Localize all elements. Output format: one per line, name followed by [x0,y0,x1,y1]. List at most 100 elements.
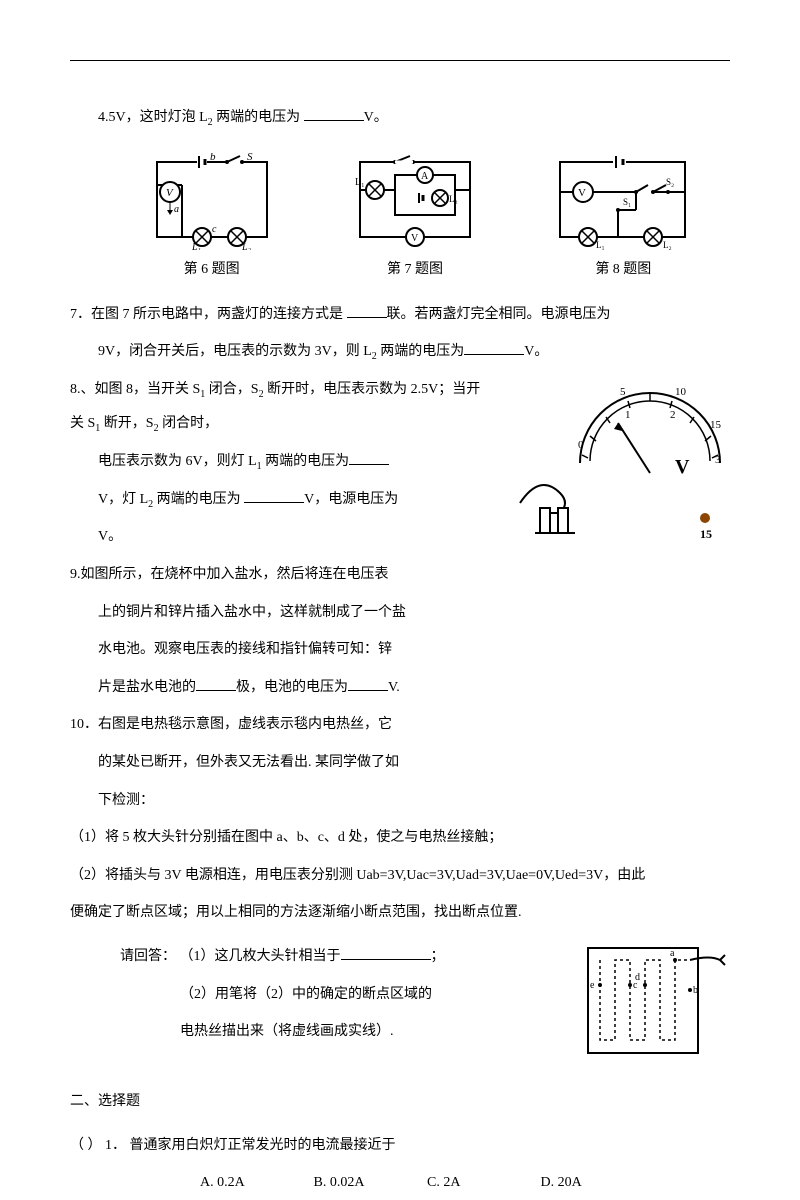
s2-q1-options: A. 0.2A B. 0.02A C. 2A D. 20A [70,1166,730,1200]
qtext: 普通家用白炽灯正常发光时的电流最接近于 [130,1138,396,1153]
t: 闭合，S [205,382,258,397]
qnum: 7． [70,307,91,322]
text: 两端的电压为 [377,344,465,359]
blank [304,107,364,121]
q8-row: 8.、如图 8，当开关 S1 闭合，S2 断开时，电压表示数为 2.5V；当开关… [70,373,730,708]
t: V. [388,680,400,695]
svg-text:15: 15 [700,527,712,541]
text: 在图 7 所示电路中，两盏灯的连接方式是 [91,307,347,322]
svg-text:10: 10 [675,386,687,398]
svg-text:b: b [693,985,698,996]
text: V。 [524,344,548,359]
circuit-6-svg: b S V a L₁ c L₂ [142,150,282,250]
svg-text:L₂: L₂ [449,194,458,204]
t: 如图所示，在烧杯中加入盐水，然后将连在电压表 [81,567,389,582]
text: 两端的电压为 [213,110,304,125]
text: 4.5V，这时灯泡 L [98,110,208,125]
svg-text:5: 5 [620,386,626,398]
q6-tail-line: 4.5V，这时灯泡 L2 两端的电压为 V。 [70,101,730,135]
t: V。 [98,529,122,544]
q9-line4: 片是盐水电池的 极，电池的电压为 V. [70,671,490,705]
blank [244,489,304,503]
svg-text:d: d [635,972,640,983]
q7: 7．在图 7 所示电路中，两盏灯的连接方式是 联。若两盏灯完全相同。电源电压为 … [70,298,730,369]
voltmeter-diagram: 5 10 0 1 2 15 3 V 15 [510,373,730,558]
t: V，灯 L [98,492,148,507]
blank [464,341,524,355]
section-2-title: 二、选择题 [70,1085,730,1119]
svg-text:S₂: S₂ [666,177,674,187]
svg-text:V: V [411,233,419,244]
opt-c: C. 2A [427,1166,537,1200]
svg-text:L₂: L₂ [663,240,672,250]
blank [349,451,389,465]
qnum: 10． [70,717,98,732]
opt-a: A. 0.2A [200,1166,310,1200]
svg-text:3: 3 [715,454,721,466]
t: 电压表示数为 6V，则灯 L [98,454,257,469]
svg-text:L₁: L₁ [596,240,605,250]
q10-line3: 下检测： [70,784,730,818]
diagram-7-label: 第 7 题图 [387,258,443,278]
circuit-8-svg: V S₁ S₂ L₁ L₂ [548,150,698,250]
q10-ans2: （2）用笔将（2）中的确定的断点区域的 [70,978,560,1012]
t: 断开，S [100,416,153,431]
q8-text: 8.、如图 8，当开关 S1 闭合，S2 断开时，电压表示数为 2.5V；当开关… [70,373,490,708]
q10-step3: 便确定了断点区域；用以上相同的方法逐渐缩小断点范围，找出断点位置. [70,896,730,930]
q10-step1: （1）将 5 枚大头针分别插在图中 a、b、c、d 处，使之与电热丝接触； [70,821,730,855]
blank [347,304,387,318]
q10-answer-row: 请回答： （1）这几枚大头针相当于； （2）用笔将（2）中的确定的断点区域的 电… [70,940,730,1060]
qnum: 8.、 [70,382,95,397]
blank [341,946,431,960]
q7-line1: 7．在图 7 所示电路中，两盏灯的连接方式是 联。若两盏灯完全相同。电源电压为 [70,298,730,332]
svg-text:a: a [174,204,179,215]
q10-line1: 10．右图是电热毯示意图，虚线表示毯内电热丝，它 [70,708,730,742]
q8-line1: 8.、如图 8，当开关 S1 闭合，S2 断开时，电压表示数为 2.5V；当开关… [70,373,490,441]
diagram-6-label: 第 6 题图 [184,258,240,278]
blanket-svg: a b c d e [580,940,730,1060]
diagram-6: b S V a L₁ c L₂ 第 6 题图 [142,150,282,278]
t: 两端的电压为 [153,492,244,507]
svg-text:b: b [210,151,216,163]
svg-text:A: A [421,171,429,182]
svg-text:V: V [675,456,690,478]
svg-text:1: 1 [625,409,631,421]
svg-text:15: 15 [710,419,722,431]
opt-b: B. 0.02A [314,1166,424,1200]
voltmeter-svg: 5 10 0 1 2 15 3 V 15 [510,373,730,553]
svg-text:e: e [590,980,595,991]
bracket: （ ） [70,1138,102,1153]
q7-line2: 9V，闭合开关后，电压表的示数为 3V，则 L2 两端的电压为V。 [70,335,730,369]
text: V。 [364,110,388,125]
q10-step2: （2）将插头与 3V 电源相连，用电压表分别测 Uab=3V,Uac=3V,Ua… [70,859,730,893]
q8-line2: 电压表示数为 6V，则灯 L1 两端的电压为 [70,445,490,479]
svg-text:L₂: L₂ [241,242,252,250]
text: 联。若两盏灯完全相同。电源电压为 [387,307,611,322]
svg-text:S: S [247,151,253,163]
dot-icon [700,513,710,523]
text: 9V，闭合开关后，电压表的示数为 3V，则 L [98,344,372,359]
diagrams-row: b S V a L₁ c L₂ 第 6 题图 [110,150,730,278]
svg-text:L₁: L₁ [355,177,365,188]
q8-line4: V。 [70,520,490,554]
blank [196,677,236,691]
t: 如图 8，当开关 S [95,382,201,397]
t: 片是盐水电池的 [98,680,196,695]
q8-line3: V，灯 L2 两端的电压为 V，电源电压为 [70,483,490,517]
t: V，电源电压为 [304,492,398,507]
svg-text:a: a [670,948,675,959]
q10-ans1: 请回答： （1）这几枚大头针相当于； [70,940,560,974]
blank [348,677,388,691]
svg-text:0: 0 [578,439,584,451]
t: 极，电池的电压为 [236,680,348,695]
diagram-7: L₁ A L₂ V 第 7 题图 [345,150,485,278]
t: 闭合时， [159,416,219,431]
q9-line1: 9.如图所示，在烧杯中加入盐水，然后将连在电压表 [70,558,490,592]
svg-text:S₁: S₁ [623,197,631,207]
svg-text:L₁: L₁ [191,242,201,250]
svg-text:V: V [578,187,586,199]
t: 两端的电压为 [262,454,350,469]
opt-d: D. 20A [541,1166,651,1200]
diagram-8-label: 第 8 题图 [595,258,651,278]
s2-q1: （ ） 1． 普通家用白炽灯正常发光时的电流最接近于 [70,1129,730,1163]
